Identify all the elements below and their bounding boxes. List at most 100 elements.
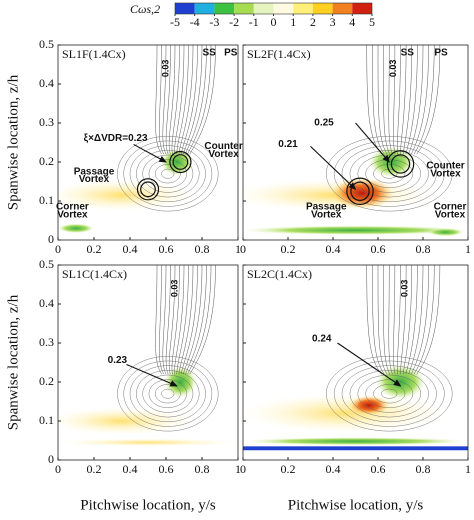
- contour-line: [333, 360, 445, 427]
- contour-line: [413, 45, 435, 155]
- vortex-symbol: [169, 150, 192, 174]
- contour-line: [178, 45, 194, 155]
- y-tick-label: 0: [48, 232, 54, 246]
- vortex-symbol: [350, 181, 370, 201]
- contour-line: [117, 136, 219, 212]
- contour-line: [349, 370, 429, 418]
- contour-line: [402, 265, 412, 375]
- x-tick-label: 0: [55, 462, 61, 476]
- panel: SL1F(1.4Cx) 0 0.2 0.4 0.6 0.8 1 0 0.1 0.2 0.3 0.4 0.…: [5, 37, 242, 256]
- annotation-arrow: [133, 143, 167, 163]
- annotation: 0.03: [388, 60, 398, 78]
- contour-line: [183, 265, 203, 375]
- x-tick-label: 0.4: [326, 462, 341, 476]
- contour-line: [187, 265, 212, 375]
- annotation: PS: [224, 47, 238, 58]
- contour-line: [416, 45, 441, 155]
- annotation: Counter: [204, 141, 242, 152]
- annotation-arrow: [337, 342, 402, 387]
- annotation: 0.03: [399, 280, 409, 298]
- x-tick-label: 0.6: [159, 242, 174, 256]
- x-tick-label: 0.6: [371, 462, 386, 476]
- x-tick-label: 1: [465, 462, 471, 476]
- colorbar-tick-label: -2: [229, 15, 239, 29]
- contour-line: [187, 45, 212, 155]
- contour-line: [165, 45, 171, 155]
- annotation: Vortex: [430, 168, 461, 179]
- colorbar-tick-label: -5: [170, 15, 180, 29]
- x-tick-label: 0.4: [123, 242, 138, 256]
- contour-line: [155, 45, 162, 155]
- annotation: Passage: [74, 166, 115, 177]
- contour-line: [155, 265, 162, 375]
- x-axis-label: Pitchwise location, y/s: [80, 497, 216, 513]
- annotation: 0.03: [160, 60, 170, 78]
- contour-line: [171, 265, 180, 375]
- contour-line: [148, 159, 187, 188]
- plot-area: [243, 265, 468, 460]
- x-axis-label: Pitchwise location, y/s: [288, 497, 424, 513]
- vortex-symbol: [390, 154, 411, 174]
- contour-line: [373, 384, 406, 404]
- contour-line: [185, 265, 207, 375]
- annotation: SS: [203, 47, 217, 58]
- colorbar-segment: [332, 3, 353, 14]
- y-tick-label: 0.3: [39, 115, 54, 129]
- contour-line: [383, 45, 390, 155]
- contour-line: [180, 45, 198, 155]
- colorbar-segment: [214, 3, 235, 14]
- contour-line: [397, 265, 401, 375]
- annotation-arrow: [310, 146, 357, 191]
- contour-fill: [243, 393, 446, 433]
- contour-line: [161, 168, 175, 179]
- annotation: Vortex: [311, 209, 342, 220]
- contour-line: [349, 150, 429, 198]
- panel-title: SL1C(1.4Cx): [62, 267, 127, 281]
- contour-line: [383, 265, 390, 375]
- contour-line: [161, 388, 175, 399]
- contour-line: [129, 365, 206, 423]
- contour-line: [159, 45, 165, 155]
- contour-line: [162, 45, 167, 155]
- x-tick-label: 0.8: [195, 462, 210, 476]
- colorbar-segment: [194, 3, 215, 14]
- colorbar-segment: [293, 3, 313, 14]
- panel-title: SL2F(1.4Cx): [247, 47, 311, 61]
- contour-line: [388, 265, 393, 375]
- contour-line: [189, 265, 216, 375]
- contour-line: [381, 168, 398, 179]
- x-tick-label: 0.8: [195, 242, 210, 256]
- x-tick-label: 0.6: [159, 462, 174, 476]
- panel-title: SL1F(1.4Cx): [62, 47, 126, 61]
- contour-line: [416, 265, 441, 375]
- colorbar-tick-label: 2: [310, 15, 316, 29]
- colorbar-tick-label: 3: [330, 15, 336, 29]
- contour-fill: [58, 407, 193, 435]
- contour-line: [413, 265, 435, 375]
- y-tick-label: 0.2: [39, 374, 54, 388]
- annotation: Vortex: [57, 209, 88, 220]
- contour-line: [400, 265, 407, 375]
- colorbar-tick-label: -1: [249, 15, 259, 29]
- contour-line: [377, 265, 388, 375]
- y-tick-label: 0.5: [39, 257, 54, 271]
- plot-area: [243, 45, 468, 240]
- contour-line: [373, 164, 406, 184]
- x-tick-label: 0.2: [87, 242, 102, 256]
- annotation: PS: [434, 47, 448, 58]
- contour-line: [178, 265, 194, 375]
- annotation: SS: [401, 47, 415, 58]
- annotation-arrow: [126, 363, 178, 387]
- contour-fill: [427, 228, 464, 237]
- panel-frame: [242, 264, 469, 461]
- colorbar-tick-label: 4: [349, 15, 355, 29]
- x-tick-label: 0.4: [326, 242, 341, 256]
- contour-line: [388, 45, 393, 155]
- contour-line: [341, 145, 437, 203]
- contour-line: [408, 45, 424, 155]
- contour-line: [185, 45, 207, 155]
- panel-title: SL2C(1.4Cx): [247, 267, 312, 281]
- contour-fill: [243, 446, 468, 451]
- y-tick-label: 0.5: [39, 37, 54, 51]
